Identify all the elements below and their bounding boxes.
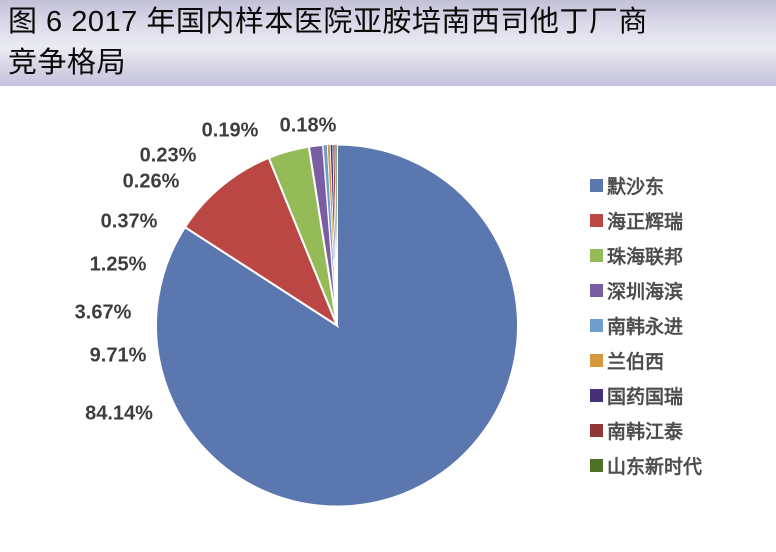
legend-swatch-icon [590, 389, 603, 402]
legend-item-6: 兰伯西 [590, 343, 702, 378]
legend-swatch-icon [590, 459, 603, 472]
legend-item-9: 山东新时代 [590, 448, 702, 483]
legend-item-label: 珠海联邦 [607, 247, 684, 268]
legend-item-label: 山东新时代 [607, 457, 703, 478]
legend-item-2: 海正辉瑞 [590, 203, 702, 238]
legend-item-label: 默沙东 [607, 177, 665, 198]
legend-swatch-icon [590, 249, 603, 262]
legend-item-label: 海正辉瑞 [607, 212, 684, 233]
legend-item-label: 国药国瑞 [607, 387, 684, 408]
legend-swatch-icon [590, 284, 603, 297]
legend-item-label: 兰伯西 [607, 352, 665, 373]
figure-title-line-1: 图 6 2017 年国内样本医院亚胺培南西司他丁厂商 [8, 6, 648, 38]
legend-item-label: 南韩永进 [607, 317, 684, 338]
pie-slice-9 [334, 144, 338, 326]
legend-swatch-icon [590, 214, 603, 227]
pie-chart [155, 143, 519, 508]
legend-item-3: 珠海联邦 [590, 238, 702, 273]
legend-item-label: 深圳海滨 [607, 282, 684, 303]
legend-swatch-icon [590, 424, 603, 437]
title-banner: 图 6 2017 年国内样本医院亚胺培南西司他丁厂商 竞争格局 [0, 0, 776, 86]
legend-item-5: 南韩永进 [590, 308, 702, 343]
legend-swatch-icon [590, 354, 603, 367]
legend-item-8: 南韩江泰 [590, 413, 702, 448]
chart-legend: 默沙东海正辉瑞珠海联邦深圳海滨南韩永进兰伯西国药国瑞南韩江泰山东新时代 [590, 168, 702, 483]
figure-title-line-2: 竞争格局 [8, 47, 127, 79]
legend-swatch-icon [590, 179, 603, 192]
legend-item-label: 南韩江泰 [607, 422, 684, 443]
legend-item-1: 默沙东 [590, 168, 702, 203]
pie-slice-2 [183, 156, 340, 329]
legend-item-4: 深圳海滨 [590, 273, 702, 308]
legend-swatch-icon [590, 319, 603, 332]
legend-item-7: 国药国瑞 [590, 378, 702, 413]
